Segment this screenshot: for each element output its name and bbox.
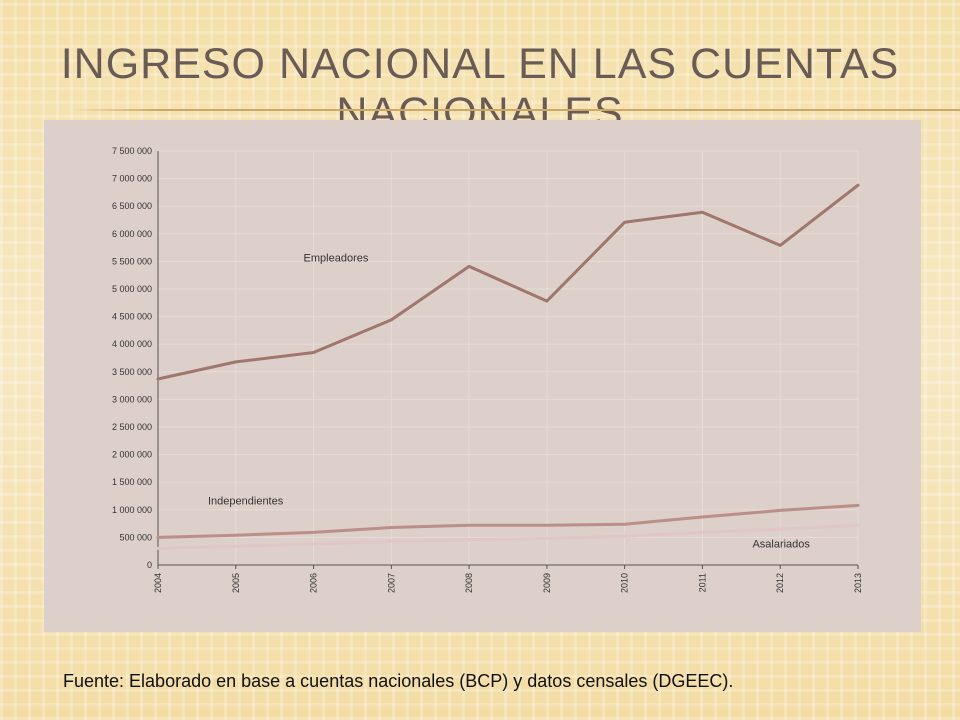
y-tick-label: 2 000 000	[112, 450, 152, 460]
line-chart: 0 500 000 1 000 000 1 500 000 2 000 000 2 500…	[112, 146, 863, 593]
x-axis-tick-labels: 2004 2005 2006 2007 2008 2009 2010 2011 2012 2013	[153, 573, 863, 593]
y-tick-label: 5 000 000	[112, 284, 152, 294]
slide-title: Ingreso Nacional en las cuentas nacional…	[60, 40, 900, 137]
x-tick-label: 2005	[231, 573, 241, 593]
y-tick-label: 7 000 000	[112, 174, 152, 184]
y-tick-label: 1 500 000	[112, 477, 152, 487]
series-label-empleadores: Empleadores	[304, 252, 369, 264]
y-axis-tick-labels: 0 500 000 1 000 000 1 500 000 2 000 000 2 500…	[112, 146, 152, 570]
y-tick-label: 4 500 000	[112, 312, 152, 322]
title-divider	[70, 109, 960, 111]
x-tick-label: 2010	[620, 573, 630, 593]
x-tick-label: 2008	[464, 573, 474, 593]
x-tick-label: 2011	[697, 573, 707, 592]
y-tick-label: 5 500 000	[112, 256, 152, 266]
x-tick-label: 2012	[775, 573, 785, 593]
chart-panel: 0 500 000 1 000 000 1 500 000 2 000 000 2 500…	[44, 120, 921, 632]
series-line-independientes	[156, 503, 860, 539]
y-tick-label: 500 000	[119, 532, 152, 542]
x-tick-label: 2006	[309, 573, 319, 593]
y-tick-label: 0	[147, 560, 152, 570]
y-tick-label: 6 000 000	[112, 229, 152, 239]
y-tick-label: 2 500 000	[112, 422, 152, 432]
x-tick-label: 2007	[386, 573, 396, 593]
series-label-asalariados: Asalariados	[752, 538, 810, 550]
x-tick-label: 2004	[153, 573, 163, 593]
series-line-asalariados	[156, 523, 860, 550]
y-tick-label: 3 000 000	[112, 394, 152, 404]
x-tick-label: 2009	[542, 573, 552, 593]
source-note: Fuente: Elaborado en base a cuentas naci…	[63, 671, 734, 691]
series-lines	[156, 183, 860, 550]
y-tick-label: 4 000 000	[112, 339, 152, 349]
series-line-empleadores	[156, 183, 860, 381]
x-tick-label: 2013	[853, 573, 863, 593]
series-label-independientes: Independientes	[208, 495, 284, 507]
axes	[157, 151, 859, 569]
y-tick-label: 7 500 000	[112, 146, 152, 156]
series-labels: Empleadores Independientes Asalariados	[208, 252, 810, 550]
y-tick-label: 1 000 000	[112, 505, 152, 515]
y-tick-label: 3 500 000	[112, 367, 152, 377]
y-tick-label: 6 500 000	[112, 201, 152, 211]
